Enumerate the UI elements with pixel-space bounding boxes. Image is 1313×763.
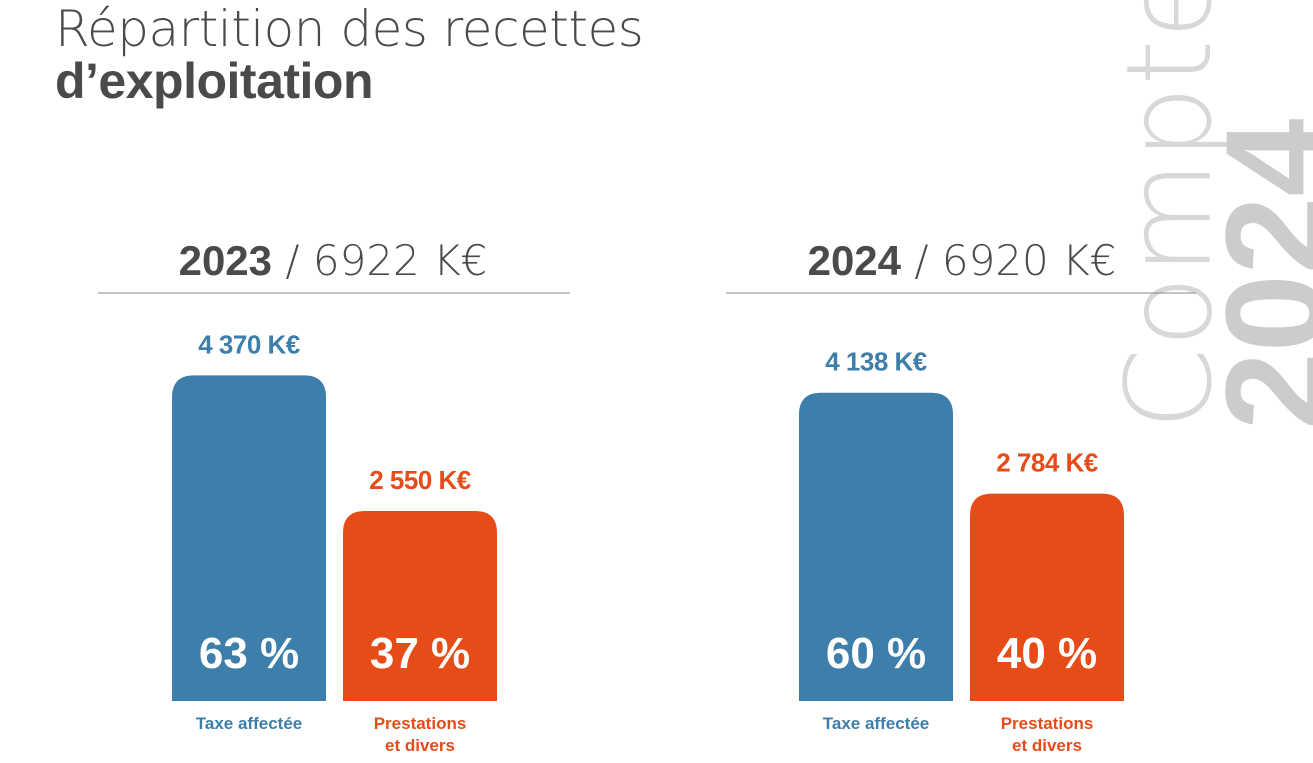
category-label: Prestations bbox=[374, 714, 467, 733]
bar-taxe-affectee-2023 bbox=[172, 375, 326, 701]
page-title-line-1: Répartition des recettes bbox=[55, 0, 644, 58]
chart-separator: / bbox=[901, 236, 942, 285]
category-label: et divers bbox=[385, 736, 455, 755]
percent-label: 37 % bbox=[370, 629, 470, 678]
page-title: Répartition des recettes d’exploitation bbox=[55, 0, 644, 109]
chart-header-2024: 2024 / 6920 K€ bbox=[808, 236, 1117, 285]
bar-taxe-affectee-2024 bbox=[799, 392, 953, 701]
chart-total: 6922 K€ bbox=[313, 236, 488, 285]
category-label: Taxe affectée bbox=[196, 714, 302, 733]
category-label: Taxe affectée bbox=[823, 714, 929, 733]
bar-prestations-2023 bbox=[343, 511, 497, 701]
bar-prestations-2024 bbox=[970, 493, 1124, 701]
percent-label: 60 % bbox=[826, 629, 926, 678]
percent-label: 40 % bbox=[997, 629, 1097, 678]
category-label: Prestations bbox=[1001, 714, 1094, 733]
value-label: 2 784 K€ bbox=[996, 448, 1098, 478]
chart-header-2023: 2023 / 6922 K€ bbox=[179, 236, 488, 285]
page-title-line-2: d’exploitation bbox=[55, 53, 374, 109]
value-label: 2 550 K€ bbox=[369, 465, 471, 495]
value-label: 4 138 K€ bbox=[825, 347, 927, 377]
chart-total: 6920 K€ bbox=[942, 236, 1117, 285]
percent-label: 63 % bbox=[199, 629, 299, 678]
chart-year: 2024 bbox=[808, 237, 902, 284]
chart-year: 2023 bbox=[179, 237, 272, 284]
chart-separator: / bbox=[272, 236, 313, 285]
category-label: et divers bbox=[1012, 736, 1082, 755]
value-label: 4 370 K€ bbox=[198, 329, 300, 359]
